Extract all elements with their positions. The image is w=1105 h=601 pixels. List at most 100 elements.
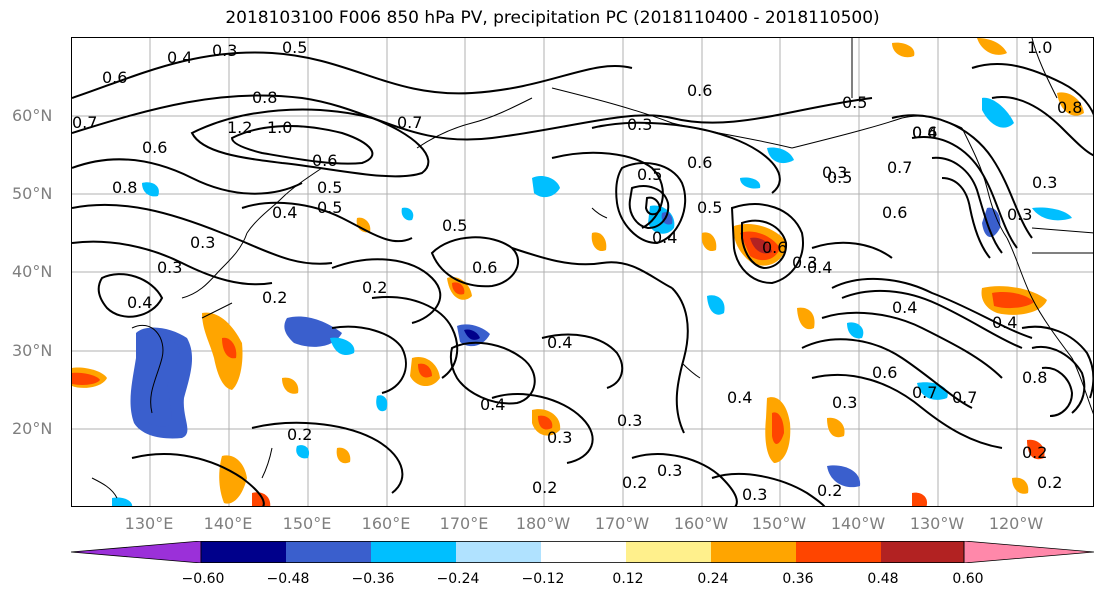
colorbar-swatch (456, 541, 541, 563)
colorbar-swatch (881, 541, 966, 563)
lon-label: 180°W (515, 514, 571, 533)
contour-label: 0.2 (817, 481, 842, 500)
map-svg: 0.4 0.3 0.5 0.6 0.7 0.8 1.0 1.2 0.7 0.6 … (72, 38, 1093, 506)
colorbar (71, 541, 1094, 563)
contour-label: 0.5 (442, 216, 467, 235)
lat-label-50n: 50°N (12, 184, 53, 203)
contour-label: 0.4 (547, 333, 572, 352)
contour-label: 0.6 (472, 258, 497, 277)
lon-label: 140°W (830, 514, 886, 533)
contour-label: 0.4 (167, 48, 192, 67)
contour-label: 0.6 (102, 68, 127, 87)
contour-label: 0.6 (687, 153, 712, 172)
contour-label: 1.0 (1027, 38, 1052, 57)
contour-label: 0.7 (72, 113, 97, 132)
colorbar-tick-label: −0.36 (351, 571, 395, 587)
lon-label: 160°W (673, 514, 729, 533)
contour-label: 0.5 (317, 198, 342, 217)
colorbar-tick-label: 0.60 (952, 571, 984, 587)
contour-label: 0.5 (827, 168, 852, 187)
lon-label: 140°E (203, 514, 253, 533)
contour-label: 0.5 (842, 93, 867, 112)
contour-label: 0.3 (822, 163, 847, 182)
contour-label: 0.7 (952, 388, 977, 407)
contour-label: 0.8 (1022, 368, 1047, 387)
lat-label-40n: 40°N (12, 262, 53, 281)
lat-label-30n: 30°N (12, 341, 53, 360)
lon-label: 160°E (361, 514, 411, 533)
contour-label: 0.5 (317, 178, 342, 197)
colorbar-swatch (541, 541, 626, 563)
contour-label: 0.3 (617, 411, 642, 430)
contour-label: 0.5 (282, 38, 307, 57)
contour-label: 0.2 (1037, 473, 1062, 492)
contour-label: 0.6 (687, 81, 712, 100)
contour-label: 1.0 (267, 118, 292, 137)
contour-label: 0.3 (157, 258, 182, 277)
contour-label: 0.3 (657, 461, 682, 480)
contour-label: 0.4 (127, 293, 152, 312)
colorbar-tick-label: 0.24 (697, 571, 729, 587)
lon-label: 150°W (751, 514, 807, 533)
colorbar-tick-label: 0.48 (867, 571, 899, 587)
contour-label: 0.3 (742, 485, 767, 504)
precip-negative (112, 97, 1072, 506)
colorbar-swatch (626, 541, 711, 563)
contour-label: 0.8 (252, 88, 277, 107)
lon-label: 130°E (124, 514, 174, 533)
contour-label: 0.6 (762, 238, 787, 257)
lon-label: 120°W (988, 514, 1044, 533)
colorbar-extend-low (71, 541, 202, 563)
contour-label: 0.6 (142, 138, 167, 157)
contour-label: 0.3 (627, 115, 652, 134)
contour-label: 0.4 (807, 258, 832, 277)
contour-label: 0.2 (287, 425, 312, 444)
lon-label: 130°W (909, 514, 965, 533)
contour-label: 0.4 (912, 123, 937, 142)
contour-label: 0.4 (272, 203, 297, 222)
figure-title: 2018103100 F006 850 hPa PV, precipitatio… (225, 8, 880, 28)
contour-label: 0.5 (697, 198, 722, 217)
contour-label: 0.8 (1057, 98, 1082, 117)
colorbar-extend-high (963, 541, 1094, 563)
colorbar-swatch (711, 541, 796, 563)
contour-label: 0.2 (622, 473, 647, 492)
pv-contours (72, 51, 1093, 506)
coastlines (91, 38, 1093, 499)
colorbar-swatch (796, 541, 881, 563)
contour-label: 0.3 (832, 393, 857, 412)
colorbar-tick-label: 0.36 (782, 571, 814, 587)
contour-label: 0.3 (1032, 173, 1057, 192)
colorbar-tick-label: −0.12 (521, 571, 565, 587)
colorbar-swatch (371, 541, 456, 563)
contour-label: 0.7 (887, 158, 912, 177)
contour-label: 0.3 (1007, 205, 1032, 224)
contour-label: 0.6 (912, 123, 937, 142)
colorbar-tick-label: −0.60 (181, 571, 225, 587)
colorbar-tick-label: 0.12 (612, 571, 644, 587)
colorbar-tick-label: −0.48 (266, 571, 310, 587)
lat-label-60n: 60°N (12, 106, 53, 125)
contour-label: 0.4 (480, 395, 505, 414)
contour-label: 0.5 (637, 165, 662, 184)
contour-label: 0.2 (262, 288, 287, 307)
lat-label-20n: 20°N (12, 419, 53, 438)
contour-label: 1.2 (227, 118, 252, 137)
contour-label: 0.4 (892, 298, 917, 317)
colorbar-tick-label: −0.24 (436, 571, 480, 587)
contour-label: 0.7 (912, 383, 937, 402)
lon-label: 170°W (594, 514, 650, 533)
contour-label: 0.4 (992, 313, 1017, 332)
contour-labels: 0.4 0.3 0.5 0.6 0.7 0.8 1.0 1.2 0.7 0.6 … (72, 38, 1082, 504)
contour-label: 0.3 (547, 428, 572, 447)
contour-label: 0.8 (112, 178, 137, 197)
colorbar-swatch (201, 541, 286, 563)
contour-label: 0.6 (882, 203, 907, 222)
contour-label: 0.3 (792, 253, 817, 272)
graticule (72, 38, 1093, 506)
contour-label: 0.3 (212, 41, 237, 60)
contour-label: 0.2 (1022, 443, 1047, 462)
contour-label: 0.4 (727, 388, 752, 407)
lon-label: 170°E (439, 514, 489, 533)
contour-label: 0.3 (190, 233, 215, 252)
